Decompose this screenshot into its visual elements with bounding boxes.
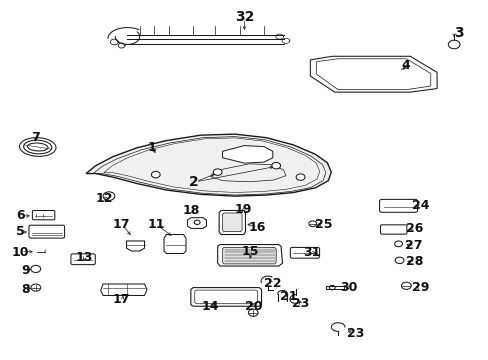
Circle shape <box>394 257 403 264</box>
Text: 29: 29 <box>411 281 429 294</box>
FancyBboxPatch shape <box>29 225 64 238</box>
Circle shape <box>103 192 115 201</box>
Polygon shape <box>222 247 276 264</box>
Circle shape <box>447 40 459 49</box>
Text: 22: 22 <box>264 278 281 291</box>
Circle shape <box>31 284 41 291</box>
FancyBboxPatch shape <box>71 254 95 265</box>
Ellipse shape <box>23 140 52 154</box>
Circle shape <box>271 162 280 169</box>
Polygon shape <box>126 241 144 251</box>
Text: 23: 23 <box>291 297 308 310</box>
Polygon shape <box>163 234 185 253</box>
Text: 5: 5 <box>16 225 24 238</box>
Text: 20: 20 <box>244 300 262 313</box>
Polygon shape <box>222 213 242 231</box>
Polygon shape <box>222 145 272 163</box>
Text: 17: 17 <box>113 293 130 306</box>
Text: 24: 24 <box>411 199 429 212</box>
Text: 25: 25 <box>314 218 331 231</box>
Text: 4: 4 <box>400 59 409 72</box>
Circle shape <box>401 282 410 289</box>
Text: 7: 7 <box>31 131 40 144</box>
FancyBboxPatch shape <box>379 199 417 212</box>
Polygon shape <box>310 56 436 92</box>
Polygon shape <box>190 288 261 306</box>
Text: 21: 21 <box>279 290 297 303</box>
Text: 1: 1 <box>147 141 156 154</box>
Ellipse shape <box>20 138 56 156</box>
Polygon shape <box>101 284 147 296</box>
Text: 30: 30 <box>340 281 357 294</box>
FancyBboxPatch shape <box>380 225 406 234</box>
FancyBboxPatch shape <box>290 247 319 258</box>
Text: 16: 16 <box>248 221 265 234</box>
Circle shape <box>296 174 305 180</box>
Polygon shape <box>219 211 245 234</box>
Polygon shape <box>86 134 330 196</box>
Circle shape <box>213 169 222 175</box>
Text: 11: 11 <box>148 218 165 231</box>
Text: 23: 23 <box>346 327 364 340</box>
Text: 14: 14 <box>201 300 219 313</box>
Text: 6: 6 <box>16 210 24 222</box>
Text: 27: 27 <box>405 239 422 252</box>
Text: 10: 10 <box>11 246 29 259</box>
Text: 28: 28 <box>405 255 422 268</box>
Text: 18: 18 <box>182 204 199 217</box>
Text: 3: 3 <box>453 26 463 40</box>
Polygon shape <box>217 244 282 266</box>
Polygon shape <box>187 218 206 228</box>
Text: 8: 8 <box>21 283 30 296</box>
Circle shape <box>248 309 258 316</box>
Text: 17: 17 <box>113 218 130 231</box>
Text: 19: 19 <box>234 203 252 216</box>
Text: 15: 15 <box>241 245 259 258</box>
Text: 31: 31 <box>303 246 320 259</box>
FancyBboxPatch shape <box>32 211 55 220</box>
Circle shape <box>31 265 41 273</box>
Polygon shape <box>316 59 430 90</box>
Circle shape <box>394 241 402 247</box>
Text: 13: 13 <box>76 251 93 264</box>
Circle shape <box>151 171 160 178</box>
Text: 12: 12 <box>95 192 113 205</box>
Text: 2: 2 <box>188 175 198 189</box>
Text: 9: 9 <box>21 264 30 277</box>
Text: 32: 32 <box>234 10 254 24</box>
Circle shape <box>308 221 316 226</box>
Text: 26: 26 <box>405 222 422 235</box>
